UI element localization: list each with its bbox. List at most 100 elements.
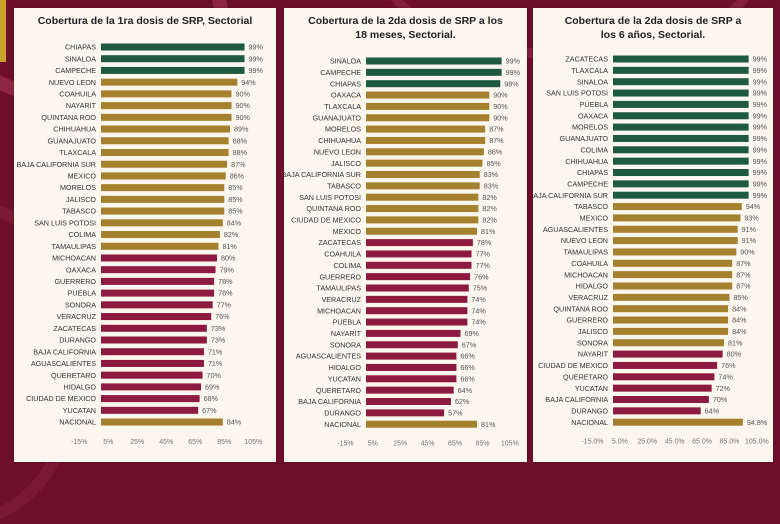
bar <box>366 182 480 190</box>
data-label: 98% <box>504 79 519 88</box>
x-tick-label: 25% <box>393 441 407 448</box>
data-label: 62% <box>455 397 470 406</box>
category-label: BAJA CALIFORNIA <box>545 395 608 404</box>
chart-panel-1: Cobertura de la 1ra dosis de SRP, Sector… <box>14 8 276 462</box>
bar <box>101 66 245 74</box>
category-label: CHIHUAHUA <box>565 157 608 166</box>
chart-panel-2: Cobertura de la 2da dosis de SRP a los 1… <box>284 8 527 462</box>
data-label: 74% <box>471 318 486 327</box>
data-label: 67% <box>202 406 217 415</box>
data-label: 99% <box>753 55 768 64</box>
data-label: 76% <box>474 272 489 281</box>
bar <box>101 313 212 321</box>
data-label: 64% <box>458 386 473 395</box>
bar <box>613 134 749 142</box>
category-label: BAJA CALIFORNIA SUR <box>533 191 608 200</box>
category-label: JALISCO <box>578 327 608 336</box>
category-label: COLIMA <box>68 230 96 239</box>
data-label: 69% <box>465 329 480 338</box>
category-label: QUINTANA ROO <box>306 204 361 213</box>
category-label: CHIAPAS <box>330 79 361 88</box>
data-label: 81% <box>481 420 496 429</box>
data-label: 99% <box>753 134 768 143</box>
category-label: BAJA CALIFORNIA SUR <box>17 160 96 169</box>
bar <box>613 339 724 347</box>
data-label: 88% <box>233 148 248 157</box>
data-label: 91% <box>742 236 757 245</box>
category-label: VERACRUZ <box>568 293 608 302</box>
category-label: CAMPECHE <box>55 66 96 75</box>
data-label: 76% <box>721 361 736 370</box>
category-label: NAYARIT <box>578 350 609 359</box>
bar <box>366 261 472 269</box>
bar <box>613 100 749 108</box>
bar <box>613 180 749 188</box>
category-label: ZACATECAS <box>318 238 361 247</box>
bar <box>101 277 215 285</box>
data-label: 99% <box>753 77 768 86</box>
data-label: 80% <box>221 254 236 263</box>
bar <box>613 282 733 290</box>
category-label: GUERRERO <box>566 316 608 325</box>
bar <box>613 418 743 426</box>
bar <box>613 373 715 381</box>
category-label: MORELOS <box>572 123 608 132</box>
bar <box>101 359 204 367</box>
category-label: NUEVO LEON <box>561 236 608 245</box>
bar <box>101 266 216 274</box>
bar <box>366 125 486 133</box>
category-label: AGUASCALIENTES <box>31 359 96 368</box>
data-label: 78% <box>218 277 233 286</box>
data-label: 71% <box>208 347 223 356</box>
bar <box>613 248 737 256</box>
bar <box>613 316 729 324</box>
data-label: 87% <box>231 160 246 169</box>
data-label: 99% <box>753 66 768 75</box>
bar <box>101 160 228 168</box>
category-label: CAMPECHE <box>567 179 608 188</box>
data-label: 99% <box>753 179 768 188</box>
bar <box>366 227 477 235</box>
category-label: CHIHUAHUA <box>53 125 96 134</box>
bar <box>613 407 701 415</box>
data-label: 99% <box>249 66 264 75</box>
x-tick-label: -15% <box>337 441 353 448</box>
data-label: 99% <box>753 145 768 154</box>
category-label: OAXACA <box>578 111 608 120</box>
category-label: DURANGO <box>571 406 608 415</box>
category-label: AGUASCALIENTES <box>296 352 361 361</box>
x-tick-label: 65% <box>188 439 202 446</box>
data-label: 82% <box>224 230 239 239</box>
data-label: 81% <box>481 227 496 236</box>
bar <box>613 89 749 97</box>
category-label: ZACATECAS <box>565 55 608 64</box>
data-label: 77% <box>217 300 232 309</box>
category-label: TLAXCALA <box>571 66 608 75</box>
data-label: 68% <box>204 394 219 403</box>
category-label: MORELOS <box>60 183 96 192</box>
bar <box>366 352 457 360</box>
data-label: 99% <box>753 111 768 120</box>
x-tick-label: 65% <box>448 441 462 448</box>
bar <box>366 80 501 88</box>
category-label: PUEBLA <box>68 289 97 298</box>
category-label: QUERETARO <box>51 371 96 380</box>
data-label: 81% <box>728 338 743 347</box>
data-label: 94.8% <box>747 418 768 427</box>
bar <box>613 146 749 154</box>
data-label: 79% <box>220 265 235 274</box>
category-label: DURANGO <box>324 408 361 417</box>
bar <box>366 284 469 292</box>
bar <box>613 157 749 165</box>
category-label: GUANAJUATO <box>560 134 609 143</box>
bar <box>366 205 479 213</box>
category-label: NACIONAL <box>571 418 608 427</box>
bar <box>613 225 738 233</box>
bar <box>613 384 712 392</box>
bar <box>613 350 723 358</box>
category-label: COLIMA <box>333 261 361 270</box>
data-label: 99% <box>753 100 768 109</box>
bar <box>366 216 479 224</box>
category-label: GUERRERO <box>319 272 361 281</box>
bar <box>613 396 709 403</box>
